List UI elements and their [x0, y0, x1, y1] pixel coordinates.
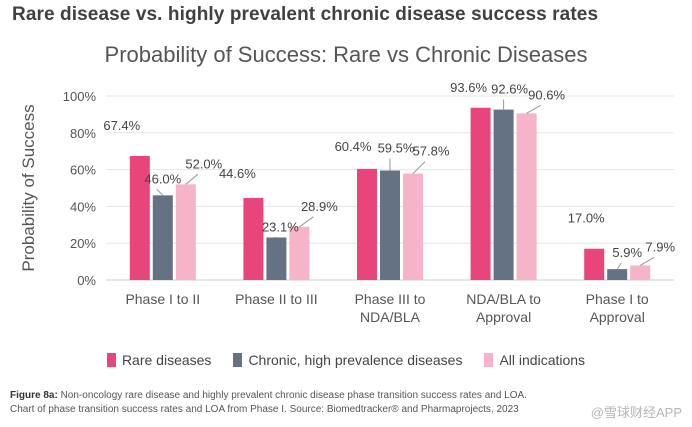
- legend-label-rare: Rare diseases: [121, 352, 212, 368]
- caption-label: Figure 8a:: [10, 390, 58, 401]
- data-label: 67.4%: [103, 118, 140, 133]
- data-label: 44.6%: [219, 166, 256, 181]
- data-label: 28.9%: [301, 199, 338, 214]
- y-tick-label: 60%: [70, 163, 96, 178]
- label-leader-line: [299, 216, 314, 228]
- bar: [584, 248, 605, 280]
- bar: [357, 168, 377, 280]
- bar-chart: 0% 20% 40% 60% 80% 100% Probability of Success…: [19, 80, 675, 325]
- legend-item-all: All indications: [484, 352, 585, 368]
- bar: [243, 197, 264, 280]
- bar: [470, 107, 491, 280]
- figure-caption: Figure 8a: Non-oncology rare disease and…: [10, 389, 680, 417]
- bar: [289, 226, 310, 280]
- caption-line-1: Non-oncology rare disease and highly pre…: [60, 390, 527, 401]
- label-leader-line: [526, 104, 541, 114]
- data-label: 93.6%: [450, 80, 487, 95]
- data-label: 5.9%: [612, 245, 642, 260]
- data-label: 92.6%: [491, 82, 528, 97]
- chart-legend: Rare diseases Chronic, high prevalence d…: [8, 352, 684, 368]
- y-tick-label: 40%: [70, 199, 96, 214]
- legend-swatch-chronic: [233, 353, 243, 367]
- data-label: 46.0%: [144, 171, 181, 186]
- bar: [607, 269, 628, 280]
- watermark: @雪球财经APP: [590, 405, 682, 420]
- bar: [516, 113, 537, 281]
- label-leader-line: [156, 189, 164, 196]
- label-leader-line: [185, 173, 199, 185]
- label-leader-line: [412, 161, 426, 175]
- chart-panel: Probability of Success: Rare vs Chronic …: [8, 38, 684, 386]
- caption-line-2: Chart of phase transition success rates …: [10, 404, 519, 415]
- data-label: 17.0%: [568, 211, 605, 226]
- x-tick-label: NDA/BLA: [360, 309, 421, 325]
- bar: [403, 173, 423, 280]
- x-tick-label: Approval: [476, 309, 531, 325]
- label-leader-line: [616, 262, 622, 270]
- bar: [175, 184, 196, 280]
- data-label: 23.1%: [262, 219, 299, 234]
- legend-swatch-all: [484, 353, 494, 367]
- y-axis-title: Probability of Success: [19, 104, 38, 271]
- legend-label-chronic: Chronic, high prevalence diseases: [248, 352, 463, 368]
- data-label: 57.8%: [413, 144, 450, 159]
- data-label: 7.9%: [645, 239, 675, 254]
- x-tick-label: Phase III to: [355, 291, 426, 307]
- x-tick-label: Phase I to: [586, 291, 649, 307]
- legend-item-chronic: Chronic, high prevalence diseases: [233, 352, 462, 368]
- x-tick-label: Phase I to II: [125, 291, 200, 307]
- x-tick-label: Approval: [590, 309, 645, 325]
- legend-item-rare: Rare diseases: [106, 352, 212, 368]
- y-tick-label: 80%: [70, 126, 96, 141]
- chart-title: Probability of Success: Rare vs Chronic …: [104, 42, 588, 67]
- bar: [380, 170, 400, 280]
- data-label: 52.0%: [185, 156, 222, 171]
- bar: [630, 265, 651, 280]
- y-tick-label: 20%: [70, 236, 96, 251]
- data-label: 60.4%: [335, 139, 372, 154]
- x-tick-label: NDA/BLA to: [466, 291, 541, 307]
- bar: [266, 237, 287, 280]
- bar: [152, 195, 173, 280]
- legend-swatch-rare: [106, 353, 116, 367]
- data-label: 90.6%: [528, 87, 565, 102]
- label-leader-line: [639, 257, 655, 266]
- x-tick-label: Phase II to III: [235, 291, 318, 307]
- legend-label-all: All indications: [499, 352, 586, 368]
- data-label: 59.5%: [378, 141, 415, 156]
- bar: [493, 109, 514, 280]
- page-heading: Rare disease vs. highly prevalent chroni…: [12, 4, 599, 25]
- y-tick-label: 100%: [63, 89, 97, 104]
- y-tick-label: 0%: [77, 273, 96, 288]
- bar: [129, 155, 150, 280]
